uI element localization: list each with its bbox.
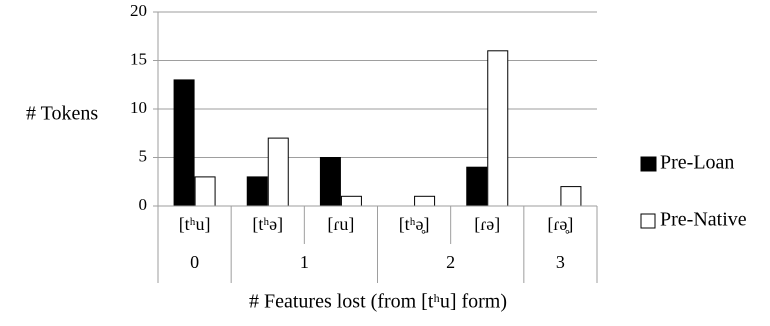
group-label-2: 2 bbox=[446, 252, 455, 272]
gridlines bbox=[158, 11, 597, 158]
y-tick-label-20: 20 bbox=[130, 1, 147, 20]
bar-pre-native-3 bbox=[414, 195, 436, 207]
bar-pre-loan-1 bbox=[246, 176, 268, 207]
y-tick-label-10: 10 bbox=[130, 98, 147, 117]
category-label-0: [tʰu] bbox=[179, 214, 211, 234]
legend-swatch-pre-loan bbox=[640, 156, 657, 172]
group-label-1: 1 bbox=[300, 252, 309, 272]
category-labels: [tʰu] [tʰə] [ɾu] [tʰə̥] [ɾə] [ɾə̥] bbox=[179, 214, 574, 234]
legend: Pre-Loan Pre-Native bbox=[640, 152, 747, 231]
legend-label-pre-native: Pre-Native bbox=[660, 209, 747, 231]
category-label-3: [tʰə̥] bbox=[399, 214, 430, 234]
bar-pre-loan-2 bbox=[319, 157, 341, 207]
category-label-1: [tʰə] bbox=[252, 214, 283, 234]
bar-pre-native-1 bbox=[267, 137, 289, 207]
y-tick-label-0: 0 bbox=[139, 195, 148, 214]
category-label-4: [ɾə] bbox=[474, 214, 500, 234]
group-label-0: 0 bbox=[190, 252, 199, 272]
bar-pre-native-2 bbox=[340, 195, 362, 207]
group-label-3: 3 bbox=[556, 252, 565, 272]
category-label-5: [ɾə̥] bbox=[547, 214, 573, 234]
bar-pre-native-4 bbox=[487, 50, 509, 207]
axes bbox=[153, 11, 598, 283]
legend-label-pre-loan: Pre-Loan bbox=[660, 152, 734, 174]
category-label-2: [ɾu] bbox=[327, 214, 354, 234]
bar-pre-loan-0 bbox=[173, 79, 195, 207]
bars bbox=[173, 50, 582, 207]
y-tick-labels: 0 5 10 15 20 bbox=[130, 1, 147, 214]
y-axis-title: # Tokens bbox=[26, 103, 98, 125]
y-tick-label-5: 5 bbox=[139, 146, 148, 165]
bar-pre-native-5 bbox=[560, 186, 582, 207]
legend-swatch-pre-native bbox=[640, 213, 656, 229]
y-tick-label-15: 15 bbox=[130, 49, 147, 68]
group-labels: 0 1 2 3 bbox=[190, 252, 565, 272]
bar-pre-loan-4 bbox=[466, 166, 488, 207]
x-axis-title: # Features lost (from [tʰu] form) bbox=[249, 291, 507, 313]
bar-pre-native-0 bbox=[194, 176, 216, 207]
